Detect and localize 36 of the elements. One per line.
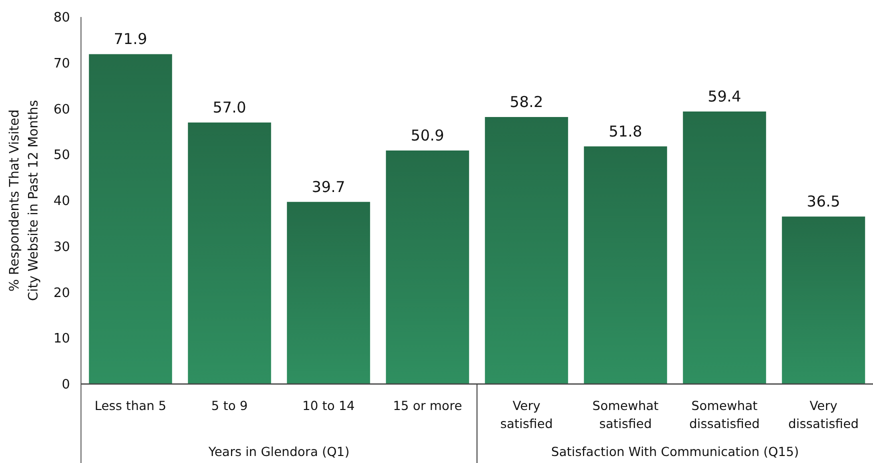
bar (286, 202, 370, 384)
text: Satisfaction With Communication (Q15) (551, 444, 799, 459)
y-tick-label: 60 (53, 102, 70, 118)
data-label: 51.8 (608, 122, 642, 140)
data-label: 71.9 (114, 30, 148, 48)
bar (484, 117, 568, 384)
x-tick-label: Less than 5 (94, 398, 166, 413)
y-tick-label: 20 (53, 286, 70, 301)
x-tick-label: Very dissatisfied (788, 398, 859, 431)
y-tick-label: 0 (62, 378, 70, 393)
x-tick-label: 10 to 14 (302, 398, 355, 413)
x-tick-label: Somewhat dissatisfied (689, 398, 760, 431)
x-tick-label: Very satisfied (500, 398, 553, 431)
bar (386, 150, 470, 384)
data-label: 36.5 (806, 192, 840, 211)
bar (682, 112, 766, 384)
bar (782, 216, 866, 384)
data-label: 58.2 (510, 93, 544, 112)
data-label: 50.9 (410, 126, 444, 144)
bar (188, 122, 272, 384)
y-tick-label: 80 (53, 10, 70, 26)
y-axis-title: % Respondents That Visited City Website in Past 12 Months (8, 100, 42, 301)
y-tick-label: 50 (53, 148, 70, 164)
y-tick-label: 30 (53, 240, 70, 255)
data-label: 57.0 (212, 98, 246, 117)
bar (584, 146, 668, 384)
data-label: 39.7 (312, 178, 346, 196)
x-tick-label: 5 to 9 (211, 398, 248, 413)
y-tick-label: 40 (53, 194, 70, 210)
y-tick-label: 70 (53, 56, 70, 72)
x-tick-label: 15 or more (392, 398, 462, 413)
bar (88, 54, 172, 384)
text: Years in Glendora (Q1) (208, 444, 350, 459)
data-label: 59.4 (708, 88, 742, 106)
x-tick-label: Somewhat satisfied (592, 398, 659, 431)
y-tick-label: 10 (53, 332, 70, 347)
